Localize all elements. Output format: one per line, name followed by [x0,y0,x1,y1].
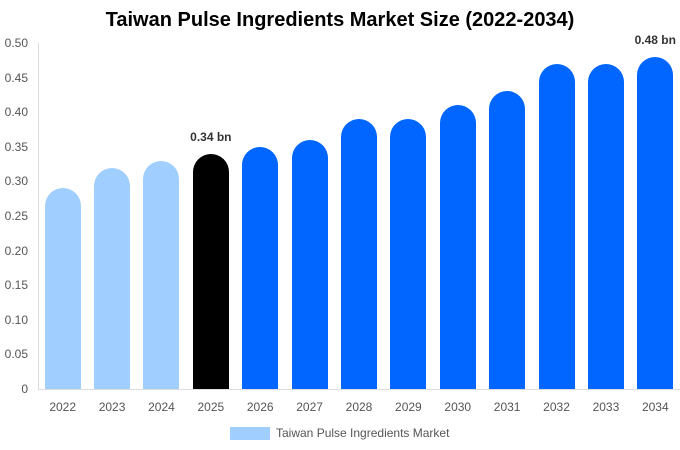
x-tick-label: 2027 [296,400,323,414]
bar-2033[interactable] [587,63,624,389]
y-tick-label: 0.25 [4,209,28,223]
bar-2024[interactable] [143,160,180,389]
x-tick-label: 2032 [543,400,570,414]
y-tick-label: 0.40 [4,105,28,120]
plot-area [38,43,680,389]
x-axis-line [38,389,680,390]
y-tick-label: 0.50 [4,36,28,50]
y-tick-label: 0.20 [4,243,28,258]
legend-label: Taiwan Pulse Ingredients Market [276,426,450,440]
x-tick-label: 2031 [493,400,521,414]
y-tick-label: 0 [21,382,28,396]
x-tick-label: 2023 [98,400,126,414]
x-tick-label: 2022 [49,400,77,414]
bar-2034[interactable] [637,56,674,389]
y-tick-label: 0.10 [4,312,28,327]
x-tick-label: 2029 [395,400,422,414]
bar-2026[interactable] [242,146,279,389]
y-tick-label: 0.45 [4,70,28,85]
chart-title: Taiwan Pulse Ingredients Market Size (20… [105,9,575,31]
bar-2031[interactable] [489,91,526,389]
bar-2022[interactable] [44,188,81,389]
bar-2023[interactable] [94,167,131,389]
data-label-2025: 0.34 bn [190,129,232,144]
x-tick-label: 2026 [246,400,274,414]
bar-2032[interactable] [538,63,575,389]
legend-swatch [230,426,270,440]
x-tick-label: 2025 [197,400,225,414]
y-tick-label: 0.30 [4,174,28,189]
bar-2028[interactable] [341,119,377,389]
x-tick-label: 2024 [148,400,175,414]
bar-2029[interactable] [390,119,427,389]
x-tick-label: 2033 [592,400,620,414]
y-tick-label: 0.35 [4,139,28,154]
x-tick-label: 2034 [641,400,669,414]
bar-2030[interactable] [439,105,476,389]
y-axis-line [38,43,39,390]
bar-2025[interactable] [192,153,229,389]
y-tick-label: 0.15 [4,278,28,293]
data-label-2034: 0.48 bn [634,32,676,47]
legend[interactable]: Taiwan Pulse Ingredients Market [230,426,449,440]
x-tick-label: 2028 [345,400,373,414]
x-tick-label: 2030 [444,400,472,414]
bar-2027[interactable] [291,139,328,389]
y-tick-label: 0.05 [4,347,28,362]
